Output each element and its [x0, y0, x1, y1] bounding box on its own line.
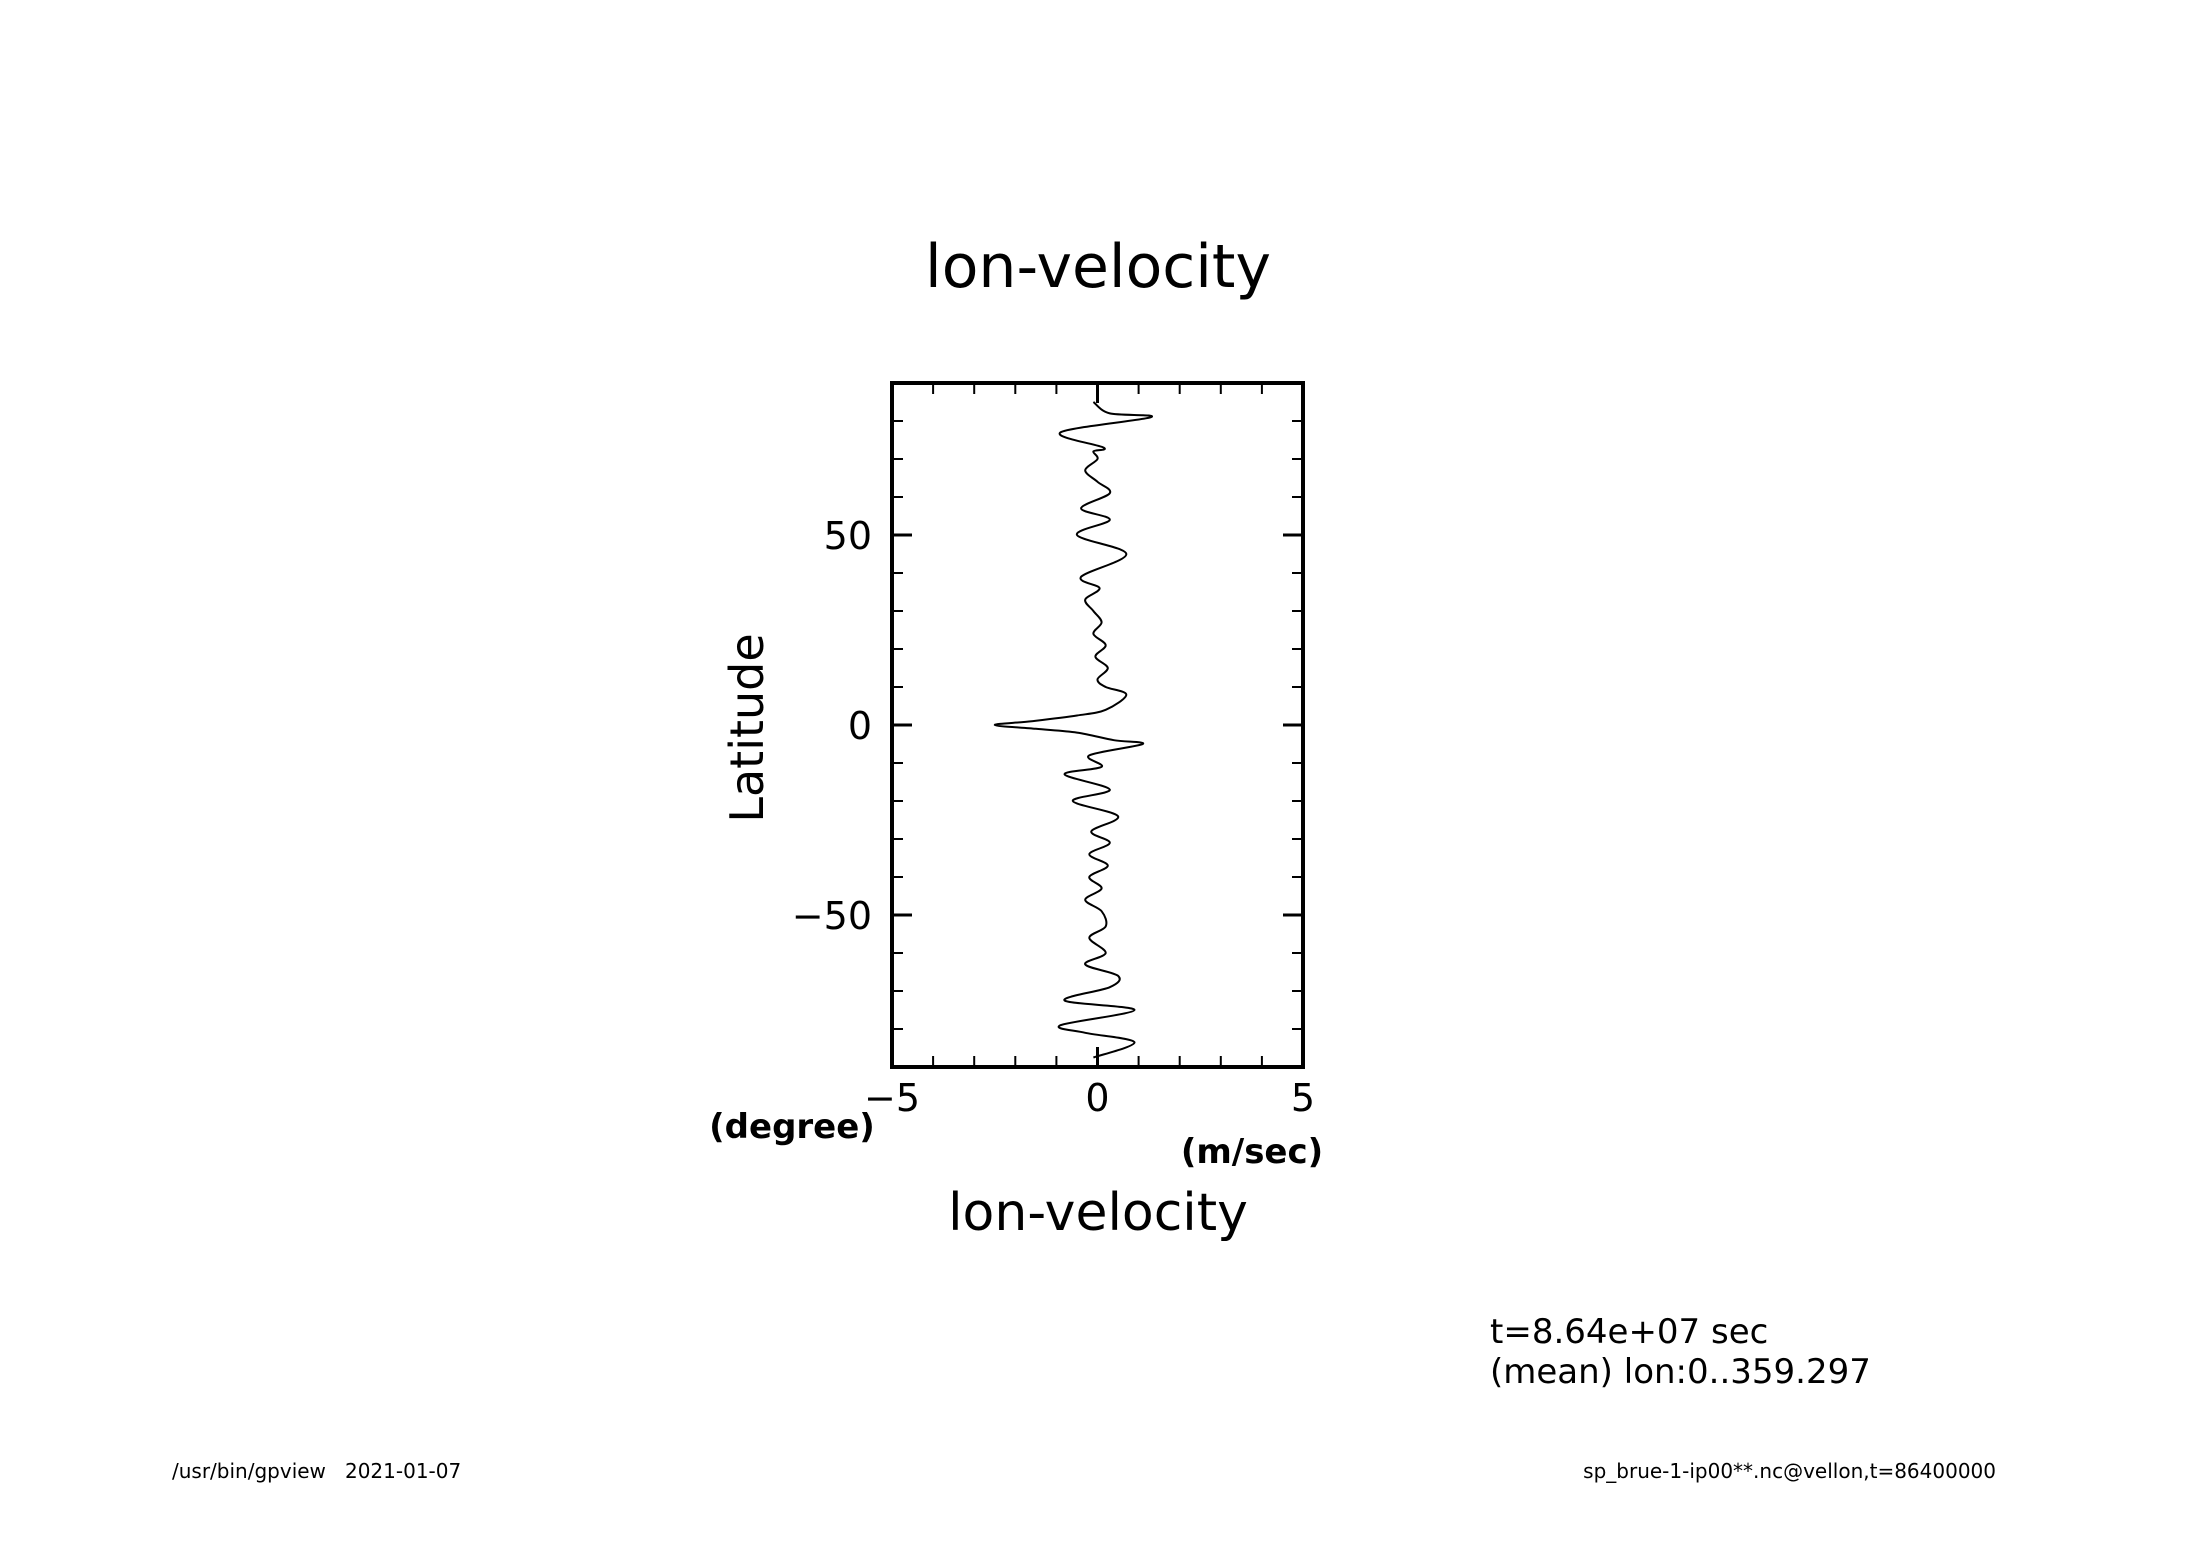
y-axis-unit: (degree) — [709, 1107, 875, 1147]
mean-annotation: (mean) lon:0..359.297 — [1490, 1352, 1871, 1392]
plot-frame — [890, 381, 1305, 1069]
footer-left: /usr/bin/gpview 2021-01-07 — [172, 1459, 461, 1483]
x-axis-unit: (m/sec) — [1181, 1132, 1323, 1172]
y-tick-label: 50 — [824, 514, 872, 558]
y-axis-label: Latitude — [720, 633, 774, 822]
footer-right: sp_brue-1-ip00**.nc@vellon,t=86400000 — [1583, 1459, 1996, 1483]
y-tick-label: 0 — [848, 704, 872, 748]
x-tick-label: 0 — [1085, 1076, 1109, 1120]
series-line — [993, 401, 1153, 1059]
x-tick-label: 5 — [1291, 1076, 1315, 1120]
x-axis-label: lon-velocity — [948, 1183, 1248, 1243]
time-annotation: t=8.64e+07 sec — [1490, 1312, 1768, 1352]
y-tick-label: −50 — [792, 894, 872, 938]
axis-ticks — [890, 383, 1305, 1067]
chart-title: lon-velocity — [925, 232, 1271, 302]
x-tick-label: −5 — [864, 1076, 920, 1120]
